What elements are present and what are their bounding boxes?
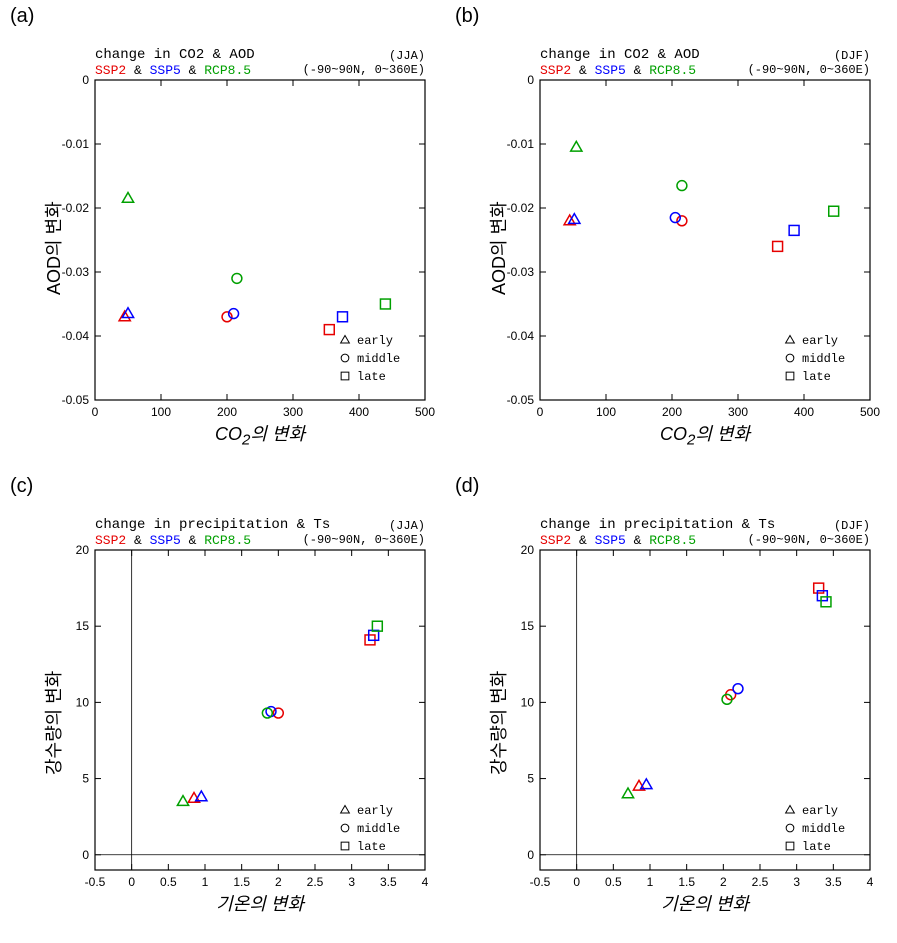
panel-a-chart: 0100200300400500-0.05-0.04-0.03-0.02-0.0… <box>10 5 450 465</box>
svg-text:3.5: 3.5 <box>380 875 397 889</box>
svg-text:middle: middle <box>357 352 400 366</box>
svg-text:early: early <box>802 804 838 818</box>
svg-text:early: early <box>357 804 393 818</box>
svg-text:15: 15 <box>521 619 535 633</box>
panel-c-chart: -0.5 0 0.5 1 1.5 2 2.5 3 3.5 4 0 5 10 15 20 early middle… <box>10 475 450 935</box>
svg-text:400: 400 <box>794 405 814 419</box>
svg-text:3: 3 <box>348 875 355 889</box>
svg-text:10: 10 <box>76 695 90 709</box>
svg-text:5: 5 <box>527 772 534 786</box>
svg-text:2.5: 2.5 <box>752 875 769 889</box>
svg-text:200: 200 <box>662 405 682 419</box>
svg-text:0: 0 <box>82 73 89 87</box>
panel-c-ylabel: 강수량의 변화 <box>40 671 66 775</box>
panel-a-ylabel: AOD의 변화 <box>40 201 66 295</box>
svg-text:1.5: 1.5 <box>233 875 250 889</box>
panel-d: (d) change in precipitation & Ts (DJF) S… <box>455 475 895 935</box>
svg-text:-0.5: -0.5 <box>530 875 551 889</box>
svg-text:early: early <box>357 334 393 348</box>
svg-text:3.5: 3.5 <box>825 875 842 889</box>
panel-b: (b) change in CO2 & AOD (DJF) SSP2 & SSP… <box>455 5 895 465</box>
svg-text:0: 0 <box>92 405 99 419</box>
svg-text:-0.04: -0.04 <box>62 329 90 343</box>
svg-text:0: 0 <box>527 73 534 87</box>
panel-a: (a) change in CO2 & AOD (JJA) SSP2 & SSP… <box>10 5 450 465</box>
panel-b-xlabel: CO2의 변화 <box>540 420 870 449</box>
svg-text:middle: middle <box>802 352 845 366</box>
svg-text:-0.05: -0.05 <box>62 393 90 407</box>
svg-text:4: 4 <box>867 875 874 889</box>
svg-text:middle: middle <box>357 822 400 836</box>
panel-c-xlabel: 기온의 변화 <box>95 890 425 916</box>
svg-text:late: late <box>357 370 386 384</box>
svg-text:1: 1 <box>647 875 654 889</box>
svg-text:0: 0 <box>128 875 135 889</box>
svg-text:-0.01: -0.01 <box>62 137 90 151</box>
svg-text:3: 3 <box>793 875 800 889</box>
svg-text:late: late <box>802 840 831 854</box>
svg-text:0: 0 <box>82 848 89 862</box>
svg-text:late: late <box>357 840 386 854</box>
svg-text:100: 100 <box>151 405 171 419</box>
svg-text:0: 0 <box>527 848 534 862</box>
svg-text:1.5: 1.5 <box>678 875 695 889</box>
svg-text:0.5: 0.5 <box>605 875 622 889</box>
svg-text:2: 2 <box>720 875 727 889</box>
panel-d-chart: -0.5 0 0.5 1 1.5 2 2.5 3 3.5 4 0 5 10 15 20 early middle… <box>455 475 895 935</box>
svg-text:5: 5 <box>82 772 89 786</box>
figure-page: (a) change in CO2 & AOD (JJA) SSP2 & SSP… <box>0 0 897 943</box>
svg-text:300: 300 <box>283 405 303 419</box>
panel-b-chart: 0100200300400500-0.05-0.04-0.03-0.02-0.0… <box>455 5 895 465</box>
panel-c: (c) change in precipitation & Ts (JJA) S… <box>10 475 450 935</box>
panel-a-xlabel: CO2의 변화 <box>95 420 425 449</box>
svg-text:200: 200 <box>217 405 237 419</box>
svg-text:20: 20 <box>76 543 90 557</box>
svg-text:0: 0 <box>573 875 580 889</box>
svg-text:1: 1 <box>202 875 209 889</box>
panel-b-ylabel: AOD의 변화 <box>485 201 511 295</box>
svg-text:2.5: 2.5 <box>307 875 324 889</box>
svg-text:400: 400 <box>349 405 369 419</box>
svg-text:10: 10 <box>521 695 535 709</box>
svg-text:late: late <box>802 370 831 384</box>
svg-text:20: 20 <box>521 543 535 557</box>
svg-text:middle: middle <box>802 822 845 836</box>
svg-text:15: 15 <box>76 619 90 633</box>
svg-text:0: 0 <box>537 405 544 419</box>
svg-text:-0.01: -0.01 <box>507 137 535 151</box>
svg-text:300: 300 <box>728 405 748 419</box>
svg-text:4: 4 <box>422 875 429 889</box>
svg-text:-0.5: -0.5 <box>85 875 106 889</box>
svg-text:0.5: 0.5 <box>160 875 177 889</box>
svg-text:2: 2 <box>275 875 282 889</box>
svg-text:-0.04: -0.04 <box>507 329 535 343</box>
svg-text:100: 100 <box>596 405 616 419</box>
svg-text:500: 500 <box>415 405 435 419</box>
panel-d-xlabel: 기온의 변화 <box>540 890 870 916</box>
svg-text:early: early <box>802 334 838 348</box>
svg-text:500: 500 <box>860 405 880 419</box>
svg-text:-0.05: -0.05 <box>507 393 535 407</box>
panel-d-ylabel: 강수량의 변화 <box>485 671 511 775</box>
